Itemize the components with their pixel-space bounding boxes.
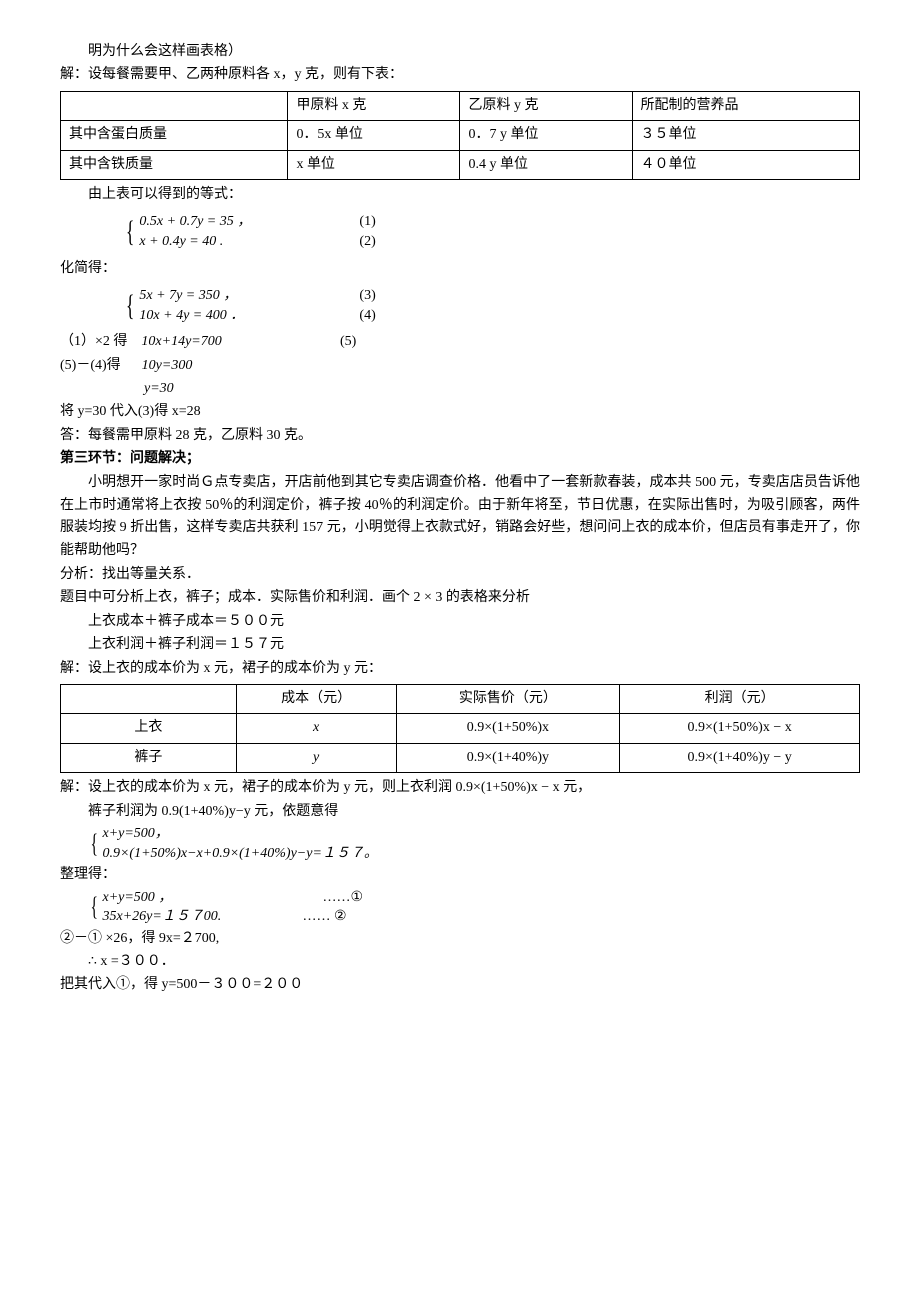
work-line-1: （1）×2 得 10x+14y=700 (5) (60, 331, 860, 353)
cell: ４０单位 (632, 150, 859, 179)
cell: 实际售价（元） (396, 684, 620, 713)
problem-paragraph: 小明想开一家时尚Ｇ点专卖店，开店前他到其它专卖店调查价格．他看中了一套新款春装，… (60, 472, 860, 562)
cell: 0．5x 单位 (288, 121, 460, 150)
eq: x+y=500， (102, 826, 168, 841)
table-row: 成本（元） 实际售价（元） 利润（元） (61, 684, 860, 713)
cell: 甲原料 x 克 (288, 91, 460, 120)
eq-num: …… ② (302, 909, 346, 924)
cell: 0.4 y 单位 (460, 150, 632, 179)
work-line-5: 答：每餐需甲原料 28 克，乙原料 30 克。 (60, 425, 860, 447)
brace-icon: { (126, 286, 135, 325)
final-3: 把其代入①，得 y=500－３００=２００ (60, 974, 860, 996)
cell: 其中含铁质量 (61, 150, 288, 179)
cell: 0.9×(1+40%)y (396, 743, 620, 772)
cell: 利润（元） (620, 684, 860, 713)
equation-system-2: { 5x + 7y = 350 ，(3) 10x + 4y = 400 ．(4) (60, 286, 860, 325)
cell: 上衣 (61, 714, 237, 743)
cell: 0.9×(1+50%)x (396, 714, 620, 743)
cell: 0．7 y 单位 (460, 121, 632, 150)
analysis-3: 上衣利润＋裤子利润＝１５７元 (60, 634, 860, 656)
work-line-4: 将 y=30 代入(3)得 x=28 (60, 401, 860, 423)
table-row: 甲原料 x 克 乙原料 y 克 所配制的营养品 (61, 91, 860, 120)
table-1: 甲原料 x 克 乙原料 y 克 所配制的营养品 其中含蛋白质量 0．5x 单位 … (60, 91, 860, 180)
eq: 0.9×(1+50%)x−x+0.9×(1+40%)y−y=１５７。 (102, 846, 377, 861)
equation-system-4: { x+y=500 ，……① 35x+26y=１５７00.…… ② (60, 888, 860, 927)
cell: 裤子 (61, 743, 237, 772)
eq-num: (2) (359, 232, 419, 252)
cell: 乙原料 y 克 (460, 91, 632, 120)
cell (61, 91, 288, 120)
eq: 5x + 7y = 350 ， (139, 286, 359, 306)
cell (61, 684, 237, 713)
work-line-2: (5)－(4)得 10y=300 (60, 355, 860, 377)
brace-icon: { (126, 212, 135, 251)
cell: 0.9×(1+50%)x − x (620, 714, 860, 743)
cell: y (236, 743, 396, 772)
final-2: ∴ x =３００． (60, 951, 860, 973)
table-row: 裤子 y 0.9×(1+40%)y 0.9×(1+40%)y − y (61, 743, 860, 772)
cell: x (236, 714, 396, 743)
eq: x + 0.4y = 40 . (139, 232, 359, 252)
solve2-line-2: 裤子利润为 0.9(1+40%)y−y 元，依题意得 (60, 801, 860, 823)
cell: 其中含蛋白质量 (61, 121, 288, 150)
table-2: 成本（元） 实际售价（元） 利润（元） 上衣 x 0.9×(1+50%)x 0.… (60, 684, 860, 773)
eq-num: (1) (359, 212, 419, 232)
analysis-2: 上衣成本＋裤子成本＝５００元 (60, 611, 860, 633)
intro-line: 明为什么会这样画表格） (60, 41, 860, 63)
table-row: 其中含蛋白质量 0．5x 单位 0．7 y 单位 ３５单位 (61, 121, 860, 150)
cell: x 单位 (288, 150, 460, 179)
eq-num: (3) (359, 286, 419, 306)
tidy-label: 整理得： (60, 864, 860, 886)
simplify-label: 化简得： (60, 258, 860, 280)
work-line-3: y=30 (60, 378, 860, 400)
final-1: ②－① ×26，得 9x=２700, (60, 928, 860, 950)
eq: 0.5x + 0.7y = 35 ， (139, 212, 359, 232)
eq: 35x+26y=１５７00. (102, 907, 302, 927)
after-table-1: 由上表可以得到的等式： (60, 184, 860, 206)
brace-icon: { (90, 824, 97, 863)
cell: ３５单位 (632, 121, 859, 150)
cell: 成本（元） (236, 684, 396, 713)
cell: 0.9×(1+40%)y − y (620, 743, 860, 772)
eq-num: ……① (322, 890, 363, 905)
table-row: 其中含铁质量 x 单位 0.4 y 单位 ４０单位 (61, 150, 860, 179)
cell: 所配制的营养品 (632, 91, 859, 120)
solve2-setup: 解：设上衣的成本价为 x 元，裙子的成本价为 y 元： (60, 658, 860, 680)
eq: x+y=500 ， (102, 888, 322, 908)
eq-num: (4) (359, 306, 419, 326)
analysis-label: 分析：找出等量关系． (60, 564, 860, 586)
equation-system-1: { 0.5x + 0.7y = 35 ，(1) x + 0.4y = 40 .(… (60, 212, 860, 251)
solve2-line-1: 解：设上衣的成本价为 x 元，裙子的成本价为 y 元，则上衣利润 0.9×(1+… (60, 777, 860, 799)
solve-setup: 解：设每餐需要甲、乙两种原料各 x，y 克，则有下表： (60, 64, 860, 86)
eq: 10x + 4y = 400 ． (139, 306, 359, 326)
table-row: 上衣 x 0.9×(1+50%)x 0.9×(1+50%)x − x (61, 714, 860, 743)
brace-icon: { (90, 888, 97, 927)
analysis-1: 题目中可分析上衣，裤子；成本．实际售价和利润．画个 2 × 3 的表格来分析 (60, 587, 860, 609)
section-3-title: 第三环节：问题解决； (60, 448, 860, 470)
equation-system-3: { x+y=500， 0.9×(1+50%)x−x+0.9×(1+40%)y−y… (60, 824, 860, 863)
